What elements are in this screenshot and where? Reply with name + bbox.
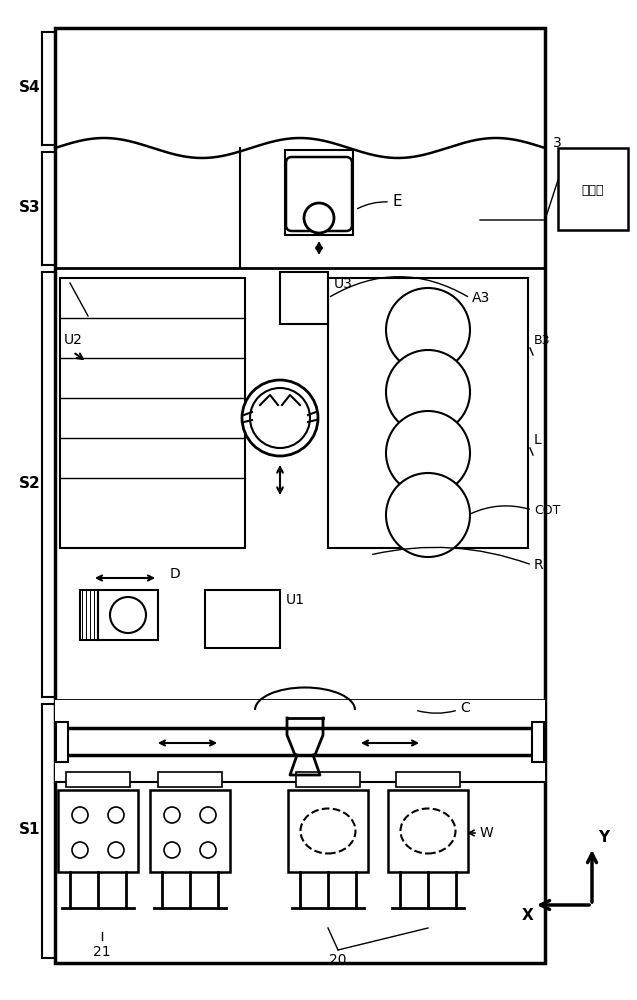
Circle shape	[72, 807, 88, 823]
Circle shape	[386, 473, 470, 557]
Bar	[388, 790, 468, 872]
Bar	[60, 278, 245, 548]
Bar	[55, 700, 545, 782]
Text: X: X	[522, 908, 534, 922]
Bar	[532, 722, 544, 762]
Circle shape	[72, 842, 88, 858]
Text: COT: COT	[534, 504, 561, 516]
Text: Y: Y	[598, 830, 609, 844]
Bar	[205, 590, 280, 648]
Text: U2: U2	[64, 333, 83, 347]
Bar	[55, 28, 545, 963]
Text: U3: U3	[334, 277, 353, 291]
Text: U1: U1	[286, 593, 305, 607]
Text: A3: A3	[472, 291, 490, 305]
Bar	[328, 278, 528, 548]
Bar	[66, 772, 130, 787]
Text: 20: 20	[329, 953, 347, 967]
Circle shape	[250, 388, 310, 448]
Text: S1: S1	[19, 822, 41, 838]
Bar	[58, 790, 138, 872]
Text: R: R	[534, 558, 543, 572]
Bar	[80, 590, 98, 640]
FancyBboxPatch shape	[286, 157, 352, 231]
Text: S4: S4	[19, 81, 41, 96]
Circle shape	[200, 807, 216, 823]
Circle shape	[304, 203, 334, 233]
Circle shape	[242, 380, 318, 456]
Circle shape	[108, 807, 124, 823]
Bar	[296, 772, 360, 787]
Circle shape	[110, 597, 146, 633]
Text: C: C	[460, 701, 469, 715]
Bar	[98, 590, 158, 640]
Bar	[56, 722, 68, 762]
Text: L: L	[534, 433, 541, 447]
Text: 21: 21	[93, 945, 111, 959]
Circle shape	[200, 842, 216, 858]
Bar	[280, 272, 328, 324]
Bar	[285, 150, 353, 235]
Text: D: D	[170, 567, 181, 581]
Circle shape	[386, 288, 470, 372]
Circle shape	[164, 807, 180, 823]
Circle shape	[386, 350, 470, 434]
Circle shape	[164, 842, 180, 858]
Text: 3: 3	[553, 136, 561, 150]
Ellipse shape	[301, 808, 355, 854]
Bar	[288, 790, 368, 872]
Circle shape	[386, 411, 470, 495]
Bar	[80, 590, 98, 640]
Bar	[158, 772, 222, 787]
Text: S3: S3	[19, 200, 41, 216]
Text: E: E	[392, 194, 401, 210]
Text: S2: S2	[19, 477, 41, 491]
Bar	[150, 790, 230, 872]
Circle shape	[108, 842, 124, 858]
Bar	[396, 772, 460, 787]
Bar	[558, 148, 628, 230]
Ellipse shape	[401, 808, 455, 854]
Text: 控制部: 控制部	[582, 184, 605, 196]
Text: W: W	[480, 826, 494, 840]
Text: B3: B3	[534, 334, 550, 347]
